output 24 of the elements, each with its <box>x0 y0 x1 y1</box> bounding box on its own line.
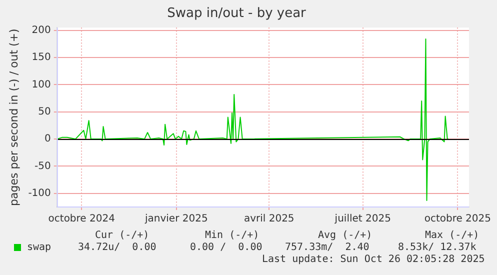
y-tick-label: 100 <box>32 79 51 90</box>
x-tick-label: janvier 2025 <box>144 214 208 225</box>
y-tick-label: 0 <box>44 134 51 145</box>
text: Last update: Sun Oct 26 02:05:28 2025 <box>262 254 485 265</box>
chart-title: Swap in/out - by year <box>167 6 307 22</box>
text: Avg (-/+) <box>318 230 372 241</box>
text: 757.33m/ 2.40 <box>285 242 370 253</box>
y-tick-label: -50 <box>34 160 51 172</box>
y-tick-label: -100 <box>28 188 51 200</box>
x-tick-label: juillet 2025 <box>334 214 391 225</box>
x-tick-label: octobre 2024 <box>48 214 115 225</box>
x-tick-label: avril 2025 <box>244 214 294 225</box>
text: Min (-/+) <box>205 230 260 241</box>
text: 0.00 / 0.00 <box>190 242 262 253</box>
legend-label: swap <box>27 242 52 253</box>
text: Max (-/+) <box>425 230 480 241</box>
y-axis-title: pages per second in (-) / out (+) <box>7 28 20 206</box>
y-tick-label: 150 <box>32 52 51 64</box>
text: 34.72u/ 0.00 <box>78 242 156 253</box>
text: 8.53k/ 12.37k <box>398 242 476 253</box>
y-tick-label: 200 <box>32 24 51 36</box>
text: Cur (-/+) <box>95 230 150 241</box>
y-tick-label: 50 <box>38 106 51 118</box>
x-tick-label: octobre 2025 <box>424 214 492 225</box>
